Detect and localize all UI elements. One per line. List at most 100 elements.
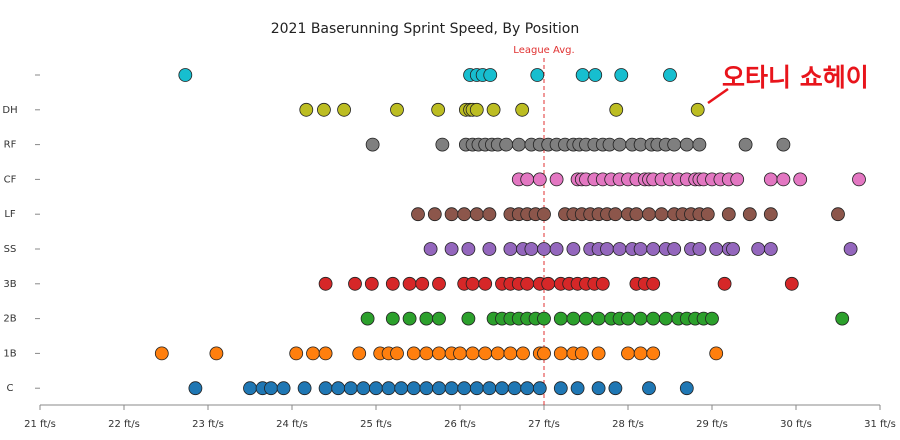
dot [784,276,799,291]
dot [432,346,446,361]
x-tick-label: 24 ft/s [276,419,308,430]
dot [432,276,446,291]
dot [751,242,766,256]
dot [566,242,581,256]
dot [318,276,333,291]
x-tick-label: 23 ft/s [192,419,224,430]
dot [709,242,724,256]
dot [692,137,707,152]
dot [337,102,351,117]
dot [588,68,603,82]
y-tick-label: 3B [3,279,16,290]
dot [742,207,757,222]
dot [499,137,514,152]
annotation: 오타니 쇼헤이 [722,63,869,92]
dot [318,381,333,396]
dot [465,276,480,291]
dot [537,207,551,222]
dot [457,207,472,222]
dot [415,276,430,291]
dot [608,207,623,222]
dot [317,102,331,117]
dot [609,102,624,117]
dot [419,311,434,326]
dot [461,311,476,326]
dot [503,242,518,256]
dot [566,311,581,326]
dot [730,172,745,187]
dot [667,137,682,152]
dot [427,207,442,222]
dot [612,242,627,256]
dot [721,207,736,222]
dot [356,381,371,396]
dot [469,381,484,396]
dot [511,137,526,152]
dot [444,207,459,222]
dot [595,276,610,291]
dot [852,172,866,187]
x-tick-label: 30 ft/s [780,419,812,430]
x-tick-label: 31 ft/s [864,419,896,430]
dot [188,381,203,396]
y-tick-label: 2B [3,314,16,325]
dot [763,207,778,222]
dot [209,346,224,361]
annotation-arrow [707,87,729,105]
dot [482,207,497,222]
dot [520,172,535,187]
dot [406,346,421,361]
dot [483,68,498,82]
dot [381,381,396,396]
dot [793,172,808,187]
dot [692,242,707,256]
dot [608,381,623,396]
y-tick-label: RF [4,140,17,151]
dot [574,346,589,361]
dot [276,381,291,396]
dot [537,311,551,326]
dot [646,346,661,361]
dot [776,172,791,187]
dot [318,346,333,361]
dot [423,242,438,256]
dot [763,172,778,187]
dot [431,102,446,117]
dot [633,346,648,361]
x-tick-label: 28 ft/s [612,419,644,430]
dot [700,207,715,222]
dot [663,68,677,82]
dot [419,381,434,396]
dot [402,311,417,326]
dot [348,276,362,291]
dot [402,276,417,291]
dot [614,68,629,82]
dot [612,137,627,152]
chart-title: 2021 Baserunning Sprint Speed, By Positi… [271,21,580,37]
dot [385,276,400,291]
dot [432,381,446,396]
y-tick-label: DH [2,105,17,116]
dot [532,381,547,396]
dot [465,346,480,361]
dot [633,242,648,256]
dot [352,346,367,361]
dot [591,346,606,361]
dot [453,346,467,361]
dot [331,381,346,396]
dot [549,172,564,187]
dot [621,346,635,361]
dot [343,381,358,396]
dot [444,381,459,396]
dot [243,381,257,396]
dot [469,102,484,117]
dot [306,346,320,361]
dot [831,207,845,222]
dot [515,102,530,117]
dot [717,276,732,291]
dot [289,346,304,361]
dot [520,381,535,396]
dot [495,381,509,396]
dot [600,242,614,256]
dot [541,276,556,291]
